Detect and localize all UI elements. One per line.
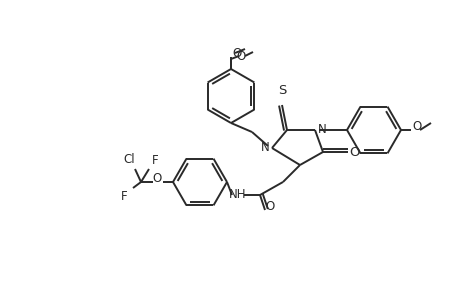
Text: O: O [265,200,274,212]
Text: S: S [277,84,285,97]
Text: methoxy: methoxy [258,49,265,50]
Text: O: O [236,50,245,62]
Text: O: O [232,46,241,59]
Text: F: F [120,190,127,203]
Text: Cl: Cl [123,152,134,166]
Text: F: F [151,154,158,166]
Text: NH: NH [229,188,246,202]
Text: methoxy: methoxy [234,50,240,51]
Text: O: O [349,146,359,158]
Text: N: N [317,122,326,136]
Text: O: O [411,119,421,133]
Text: O: O [152,172,161,184]
Text: N: N [260,140,269,154]
